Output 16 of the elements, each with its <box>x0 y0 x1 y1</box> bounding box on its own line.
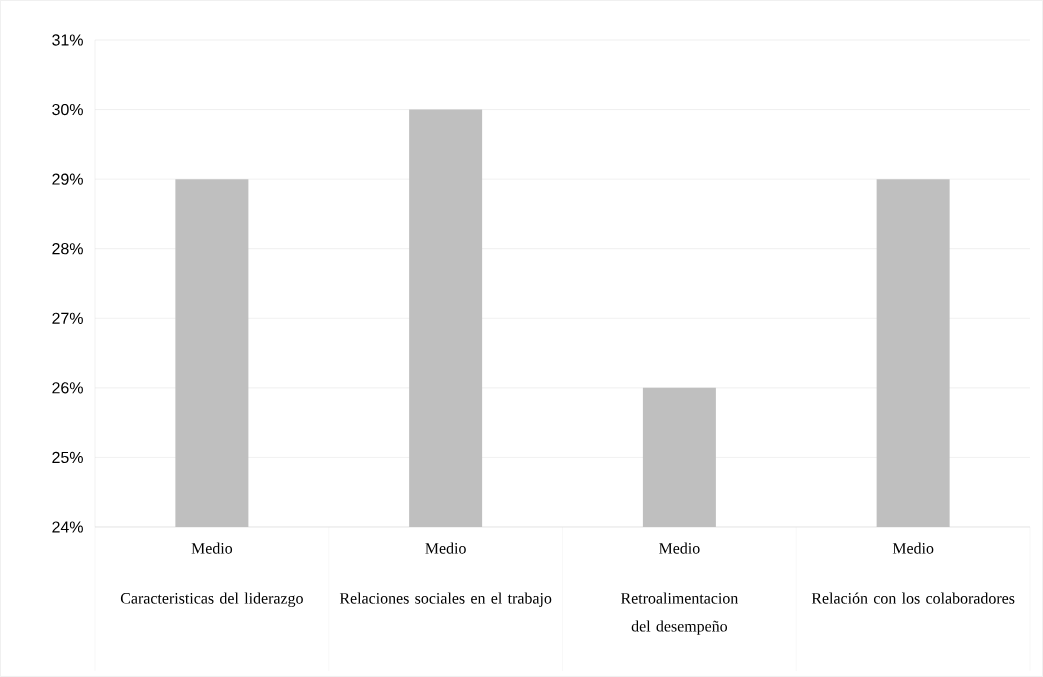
x-tick-label: Medio <box>191 542 233 554</box>
x-tick-label: Medio <box>659 542 700 554</box>
y-tick-label: 24% <box>52 521 83 533</box>
text: Relaciones sociales en el trabajo <box>339 592 552 607</box>
text: Caracteristicas del liderazgo <box>120 592 303 607</box>
x-tick-label: Medio <box>425 542 466 554</box>
x-tick-label: Medio <box>892 542 934 554</box>
y-tick-label: 31% <box>52 34 83 46</box>
y-tick-label: 30% <box>52 103 83 116</box>
y-tick-label: 26% <box>52 382 83 394</box>
text: Relación con los colaboradores <box>811 592 1015 604</box>
y-tick-label: 28% <box>52 243 83 255</box>
text: Retroalimentacion del desempeño <box>620 592 739 635</box>
y-tick-label: 27% <box>52 312 83 324</box>
y-tick-label: 25% <box>52 451 83 464</box>
y-tick-label: 29% <box>52 173 83 185</box>
